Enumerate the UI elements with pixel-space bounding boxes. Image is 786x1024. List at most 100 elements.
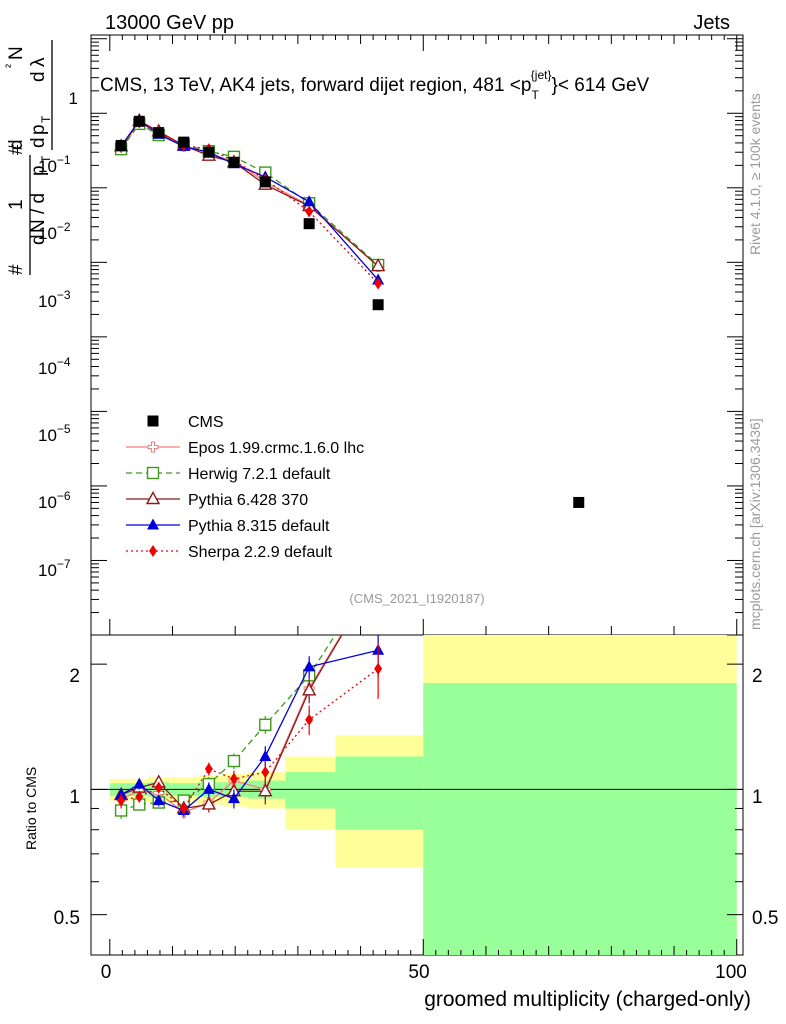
ylabel-d-4: d — [28, 71, 49, 82]
ytick-label-1e-6: 10−6 — [38, 489, 71, 512]
ylabel-n-2: N — [6, 46, 27, 60]
main-series-point — [370, 258, 386, 272]
legend-label: Herwig 7.2.1 default — [188, 466, 331, 483]
ratio-series-point — [201, 796, 217, 810]
main-series-line — [120, 120, 379, 267]
ylabel-d: d — [28, 234, 49, 245]
mcplots-label: mcplots.cern.ch [arXiv:1306.3436] — [747, 418, 763, 630]
main-series-line — [120, 120, 379, 267]
main-series-line — [120, 119, 379, 281]
plot-title-end: }< 614 GeV — [552, 75, 650, 96]
ratio-plot-frame — [90, 634, 744, 956]
legend-label: Pythia 6.428 370 — [188, 492, 308, 509]
cms-data-point — [133, 115, 145, 127]
ratio-series-point — [202, 782, 215, 794]
ratio-series-point — [303, 660, 316, 672]
ylabel-t-2: T — [39, 115, 53, 123]
cms-data-point — [303, 218, 315, 230]
ratio-series-point — [258, 783, 273, 797]
ratio-series-point — [227, 792, 240, 804]
ratio-series-point — [135, 790, 144, 803]
ratio-series-point — [133, 777, 146, 789]
xtick-labels: 0 50 100 — [101, 962, 747, 983]
ratio-uncertainty-bands — [109, 635, 737, 955]
ratio-series-point — [372, 567, 384, 578]
main-ylabel: 1 # d N / d p T # d p T d ² N d λ — [3, 40, 53, 275]
ratio-series-point — [204, 762, 213, 775]
ratio-ytick-0.5: 0.5 — [54, 908, 80, 929]
ylabel-t: T — [39, 155, 53, 163]
ytick-label-1e-3: 10−3 — [38, 288, 71, 311]
cms-data-point — [228, 156, 240, 168]
plot-title-sup: {jet} — [531, 68, 552, 82]
process-label: Jets — [693, 12, 730, 34]
cms-data-point — [259, 176, 271, 188]
cms-data-point — [153, 127, 165, 139]
main-series-point — [305, 205, 314, 218]
ylabel-p-2: p — [28, 124, 49, 135]
plot-title-main: CMS, 13 TeV, AK4 jets, forward dijet reg… — [100, 75, 531, 96]
rivet-label: Rivet 4.1.0, ≥ 100k events — [747, 93, 763, 255]
xlabel: groomed multiplicity (charged-only) — [424, 988, 751, 1011]
main-series-point — [303, 195, 316, 207]
ytick-label-1e-5: 10−5 — [38, 422, 71, 445]
ratio-ytick-2-right: 2 — [752, 666, 763, 687]
ratio-band-stat — [285, 772, 336, 809]
ratio-series-point — [261, 766, 270, 779]
cms-data-point — [372, 299, 384, 311]
cms-data-point — [573, 496, 585, 508]
legend-marker — [145, 491, 161, 505]
ratio-band-stat — [423, 683, 737, 955]
ratio-series-point — [259, 718, 272, 731]
main-plot-series — [113, 112, 386, 290]
plot-title-sub: T — [531, 88, 539, 102]
legend-marker — [147, 441, 159, 453]
energy-label: 13000 GeV pp — [105, 12, 234, 34]
ratio-series-point — [301, 682, 317, 696]
ratio-series-point — [305, 713, 314, 726]
plot-title: CMS, 13 TeV, AK4 jets, forward dijet reg… — [100, 68, 650, 102]
ratio-ytick-2: 2 — [69, 666, 80, 687]
axis-ticks — [91, 35, 743, 955]
ylabel-d-3: d — [6, 139, 27, 150]
legend-marker — [149, 545, 157, 557]
cms-data-points — [115, 115, 585, 508]
ratio-series-point — [229, 772, 238, 785]
ytick-label-1e-4: 10−4 — [38, 355, 71, 378]
main-ytick-labels: 1 10−1 10−2 10−3 10−4 10−5 10−6 10−7 — [38, 89, 78, 580]
ylabel-squared: ² — [3, 64, 17, 68]
ylabel-hash-2: # — [6, 144, 27, 155]
ratio-series-line — [120, 668, 379, 810]
analysis-watermark: (CMS_2021_I1920187) — [349, 591, 484, 606]
xtick-100: 100 — [715, 962, 747, 983]
ylabel-p: p — [28, 165, 49, 176]
legend-label: Sherpa 2.2.9 default — [188, 544, 333, 561]
ylabel-one: 1 — [6, 199, 27, 210]
main-series-line — [120, 123, 379, 266]
ytick-label-1e-2: 10−2 — [38, 220, 71, 243]
ratio-ytick-0.5-right: 0.5 — [752, 908, 778, 929]
ratio-series-point — [154, 781, 163, 794]
legend-label: CMS — [188, 414, 224, 431]
ylabel-n-over-d: N / d — [28, 193, 49, 233]
ratio-series-point — [227, 754, 241, 768]
xtick-0: 0 — [101, 962, 112, 983]
ytick-label-1e-7: 10−7 — [38, 557, 71, 580]
ylabel-d-2: d — [28, 137, 49, 148]
ylabel-lambda: λ — [28, 57, 49, 67]
ratio-plot-series — [113, 563, 385, 819]
legend-marker — [147, 415, 159, 427]
ratio-series-point — [373, 563, 384, 574]
cms-data-point — [115, 139, 127, 151]
ratio-series-point — [179, 802, 188, 815]
ratio-ytick-1-right: 1 — [752, 787, 763, 808]
ratio-series-point — [374, 662, 383, 675]
main-series-line — [120, 121, 379, 284]
cms-data-point — [203, 146, 215, 158]
xtick-50: 50 — [408, 962, 429, 983]
ratio-series-point — [259, 749, 272, 761]
ytick-label-1: 1 — [69, 89, 78, 108]
ratio-ytick-1: 1 — [69, 787, 80, 808]
legend-marker — [146, 466, 160, 480]
